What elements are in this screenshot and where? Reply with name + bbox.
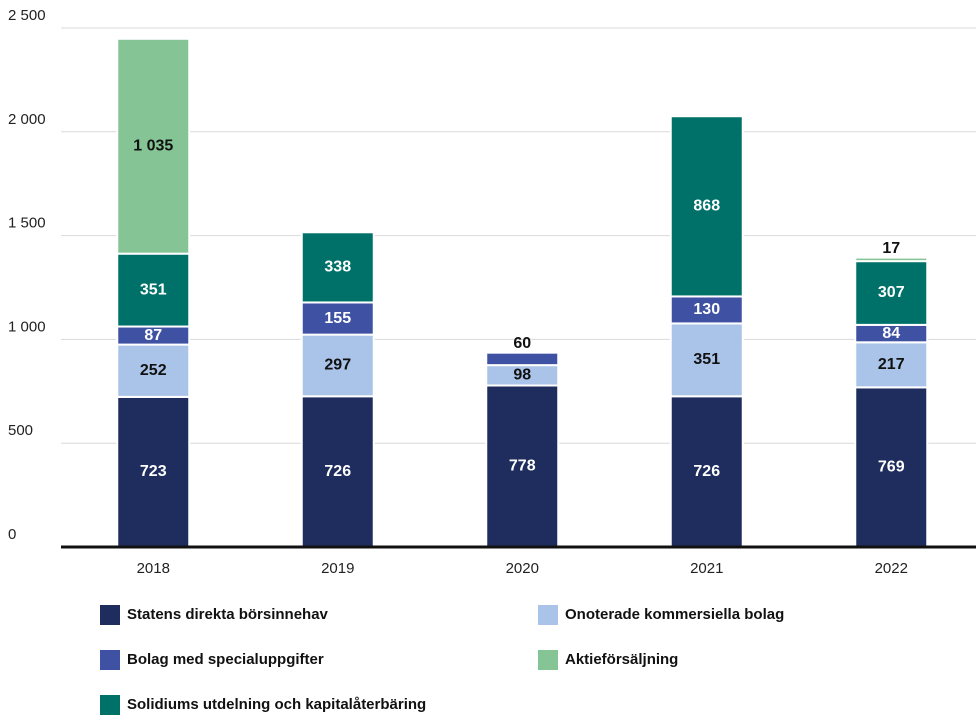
legend-label: Onoterade kommersiella bolag [565,606,784,623]
x-tick-label: 2018 [137,560,170,577]
bar-segment [116,395,191,549]
x-tick-label: 2021 [690,560,723,577]
bar-segment [854,260,929,326]
bar-segment [669,395,744,549]
data-label: 84 [882,325,900,342]
data-label: 252 [140,362,167,379]
bar-segment [300,231,375,304]
legend-swatch [100,605,120,625]
data-label: 87 [144,327,162,344]
legend-swatch [538,650,558,670]
bar-segment [854,256,929,263]
legend-swatch [100,650,120,670]
x-tick-label: 2022 [875,560,908,577]
bar-segment [669,295,744,325]
bar-segment [116,252,191,328]
y-tick-label: 1 000 [8,318,46,335]
data-label: 217 [878,356,905,373]
data-label: 1 035 [133,137,173,154]
y-tick-label: 2 000 [8,111,46,128]
bar-segment [669,115,744,298]
legend-swatch [100,695,120,715]
bar-segment [300,395,375,549]
data-label: 60 [513,335,531,352]
legend-label: Statens direkta börsinnehav [127,606,329,623]
data-label: 723 [140,463,167,480]
data-label: 307 [878,284,905,301]
legend-label: Solidiums utdelning och kapitalåterbärin… [127,696,426,713]
bar-segment [485,351,560,367]
data-label: 868 [693,198,720,215]
legend-label: Aktieförsäljning [565,651,678,668]
data-label: 726 [324,463,351,480]
data-label: 351 [140,281,167,298]
legend-swatch [538,605,558,625]
y-tick-label: 2 500 [8,7,46,24]
data-label: 338 [324,259,351,276]
data-label: 297 [324,357,351,374]
y-tick-label: 0 [8,526,16,543]
data-label: 155 [324,310,351,327]
data-label: 778 [509,457,536,474]
data-label: 130 [693,301,720,318]
data-label: 98 [513,367,531,384]
y-tick-label: 500 [8,422,33,439]
x-tick-label: 2019 [321,560,354,577]
data-label: 17 [882,240,900,257]
bar-segment [116,37,191,255]
bar-segment [116,343,191,398]
data-label: 351 [693,351,720,368]
data-label: 769 [878,458,905,475]
y-tick-label: 1 500 [8,215,46,232]
bar-segment [854,341,929,389]
legend-label: Bolag med specialuppgifter [127,651,324,668]
x-tick-label: 2020 [506,560,539,577]
data-label: 726 [693,463,720,480]
bar-segment [669,322,744,398]
